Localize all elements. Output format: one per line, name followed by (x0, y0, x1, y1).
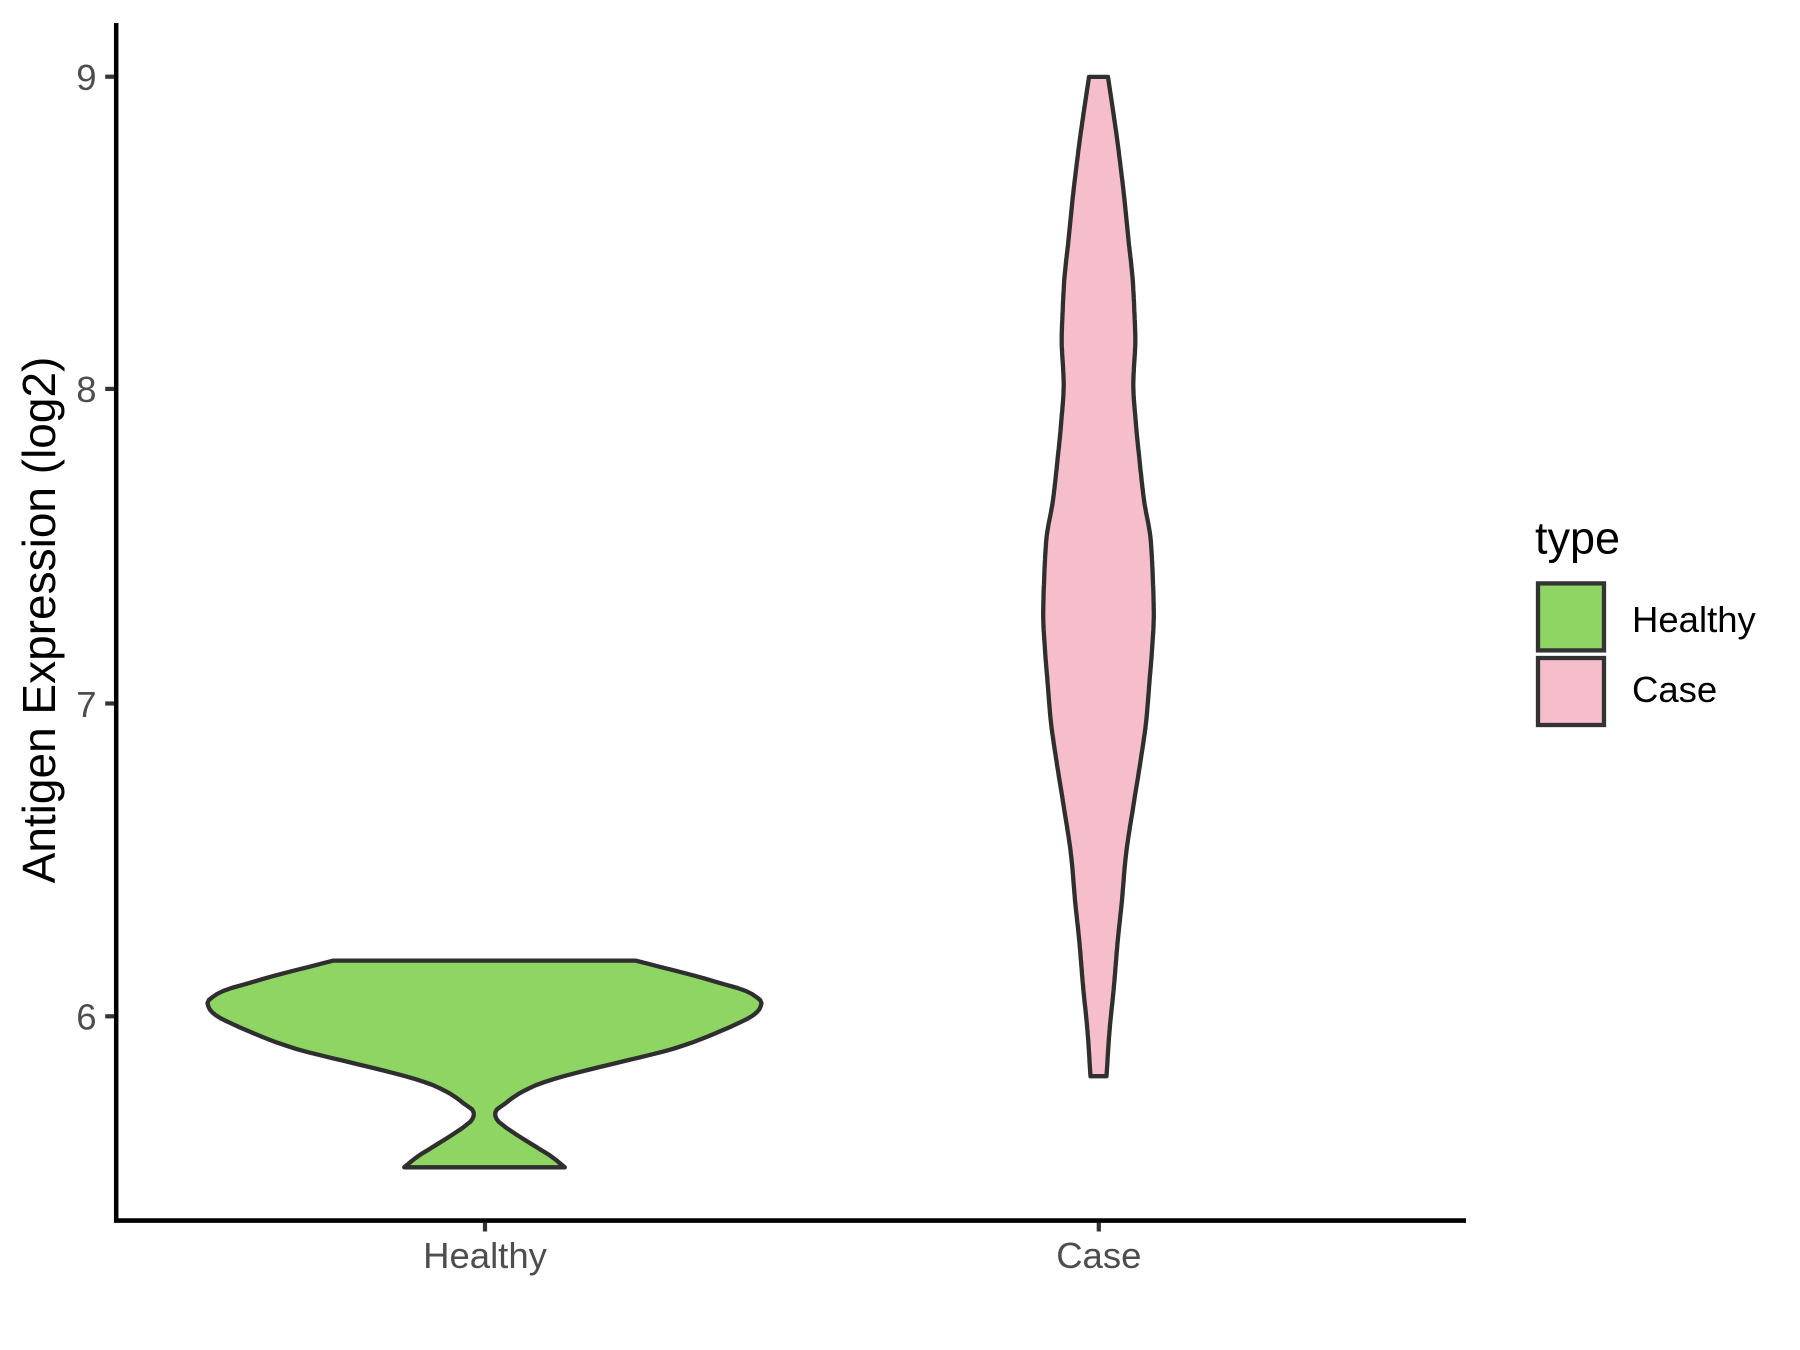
svg-text:8: 8 (76, 369, 96, 410)
svg-text:6: 6 (76, 997, 96, 1038)
svg-text:Antigen Expression (log2): Antigen Expression (log2) (13, 357, 65, 884)
svg-text:type: type (1535, 513, 1620, 564)
svg-text:Case: Case (1056, 1235, 1141, 1276)
svg-text:9: 9 (76, 57, 96, 98)
svg-text:Healthy: Healthy (1632, 599, 1757, 640)
svg-text:Case: Case (1632, 669, 1717, 710)
svg-text:Healthy: Healthy (423, 1235, 548, 1276)
svg-text:7: 7 (76, 684, 96, 725)
